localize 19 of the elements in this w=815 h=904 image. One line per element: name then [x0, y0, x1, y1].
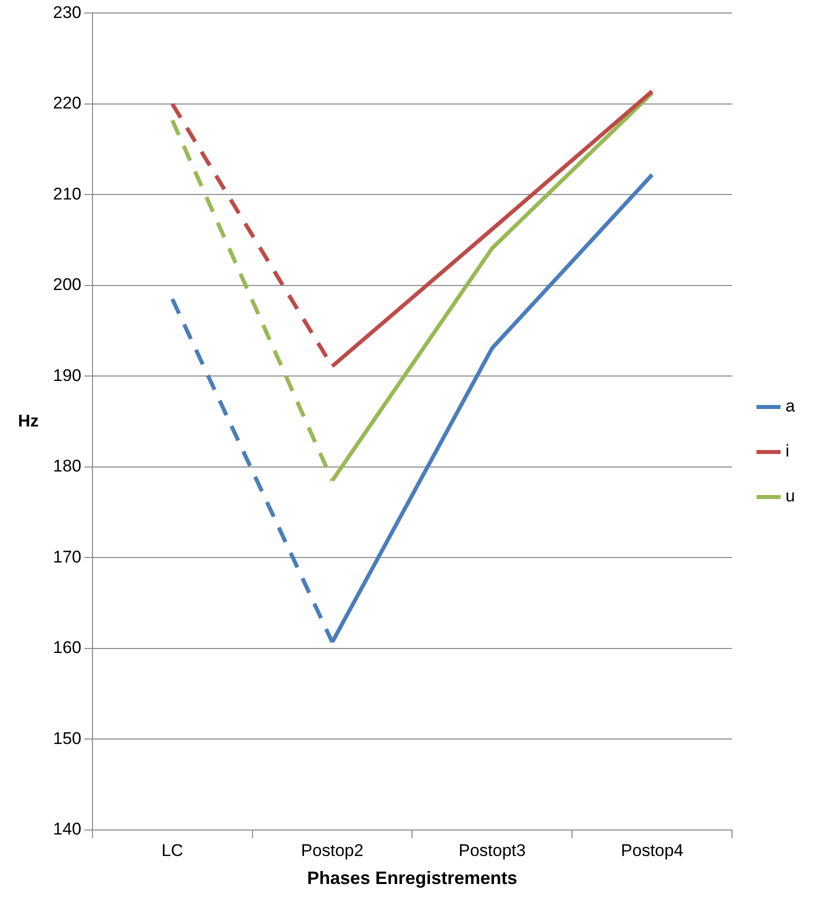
legend-label: u — [786, 486, 796, 506]
legend-label: i — [786, 442, 790, 461]
x-tick-label: LC — [161, 840, 184, 860]
y-tick-label: 150 — [52, 728, 82, 748]
y-tick-label: 190 — [52, 366, 82, 385]
y-tick-label: 170 — [52, 547, 82, 566]
y-tick-label: 200 — [52, 275, 82, 294]
x-axis-title: Phases Enregistrements — [307, 868, 518, 888]
y-tick-label: 220 — [52, 94, 82, 113]
y-tick-label: 160 — [52, 638, 82, 658]
y-tick-label: 140 — [52, 820, 82, 839]
legend-label: a — [786, 396, 796, 416]
y-tick-label: 180 — [52, 456, 82, 476]
x-tick-label: Postopt3 — [458, 840, 526, 860]
x-tick-label: Postop2 — [301, 840, 364, 860]
y-tick-label: 230 — [52, 2, 82, 22]
y-axis-title: Hz — [18, 411, 39, 430]
x-tick-label: Postop4 — [620, 840, 684, 860]
y-tick-label: 210 — [52, 184, 82, 204]
